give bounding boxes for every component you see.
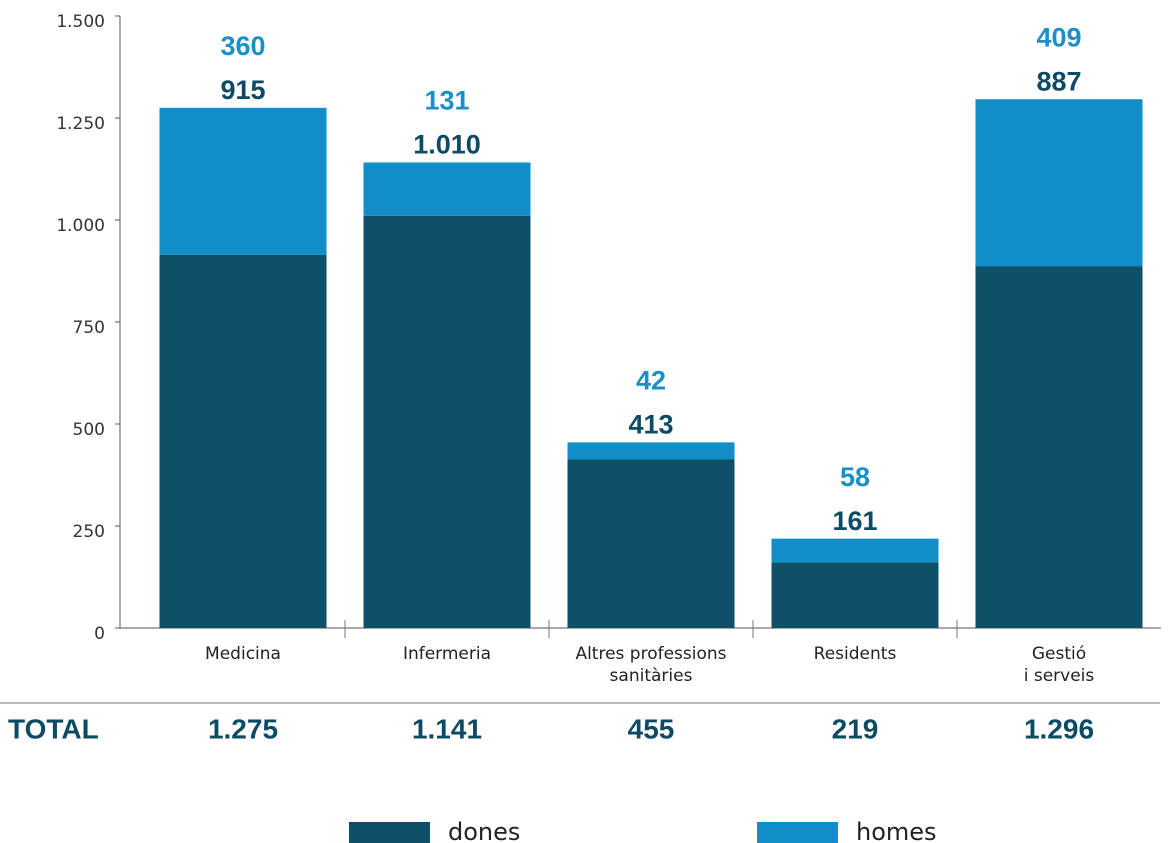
total-label: TOTAL xyxy=(8,713,99,744)
total-value: 1.296 xyxy=(1024,713,1094,744)
bar-segment xyxy=(771,538,939,563)
y-tick-label: 750 xyxy=(73,318,105,338)
bar-segment xyxy=(159,107,327,255)
y-tick-label: 1.250 xyxy=(56,114,105,134)
bar-segment xyxy=(975,99,1143,267)
total-value: 219 xyxy=(832,713,879,744)
bar-segment xyxy=(567,442,735,460)
legend-swatch xyxy=(349,822,430,843)
value-label: 1.010 xyxy=(413,130,481,160)
value-label: 42 xyxy=(636,365,666,395)
bar-segment xyxy=(363,162,531,216)
bar-segment xyxy=(159,254,327,628)
y-tick-label: 0 xyxy=(94,624,105,644)
total-value: 1.141 xyxy=(412,713,482,744)
value-label: 915 xyxy=(220,75,265,105)
value-label: 131 xyxy=(424,86,469,116)
bar-segment xyxy=(567,459,735,628)
value-label: 887 xyxy=(1036,66,1081,96)
legend-label: dones xyxy=(448,818,520,843)
value-label: 360 xyxy=(220,31,265,61)
x-tick-label: Residents xyxy=(813,644,897,664)
legend-swatch xyxy=(757,822,838,843)
bar-segment xyxy=(771,562,939,628)
y-tick-label: 250 xyxy=(73,522,105,542)
y-tick-label: 1.000 xyxy=(56,216,105,236)
total-value: 455 xyxy=(628,713,675,744)
value-label: 161 xyxy=(832,506,877,536)
value-label: 58 xyxy=(840,462,870,492)
bar-segment xyxy=(975,266,1143,628)
x-tick-label: Altres professions sanitàries xyxy=(575,644,727,686)
total-value: 1.275 xyxy=(208,713,278,744)
x-tick-label: Gestió i serveis xyxy=(1023,644,1095,686)
value-label: 413 xyxy=(628,409,673,439)
y-tick-label: 1.500 xyxy=(56,12,105,32)
y-tick-label: 500 xyxy=(73,420,105,440)
x-tick-label: Medicina xyxy=(205,644,281,664)
value-label: 409 xyxy=(1036,22,1081,52)
x-tick-label: Infermeria xyxy=(402,644,492,664)
bar-segment xyxy=(363,215,531,629)
legend-label: homes xyxy=(856,818,937,843)
